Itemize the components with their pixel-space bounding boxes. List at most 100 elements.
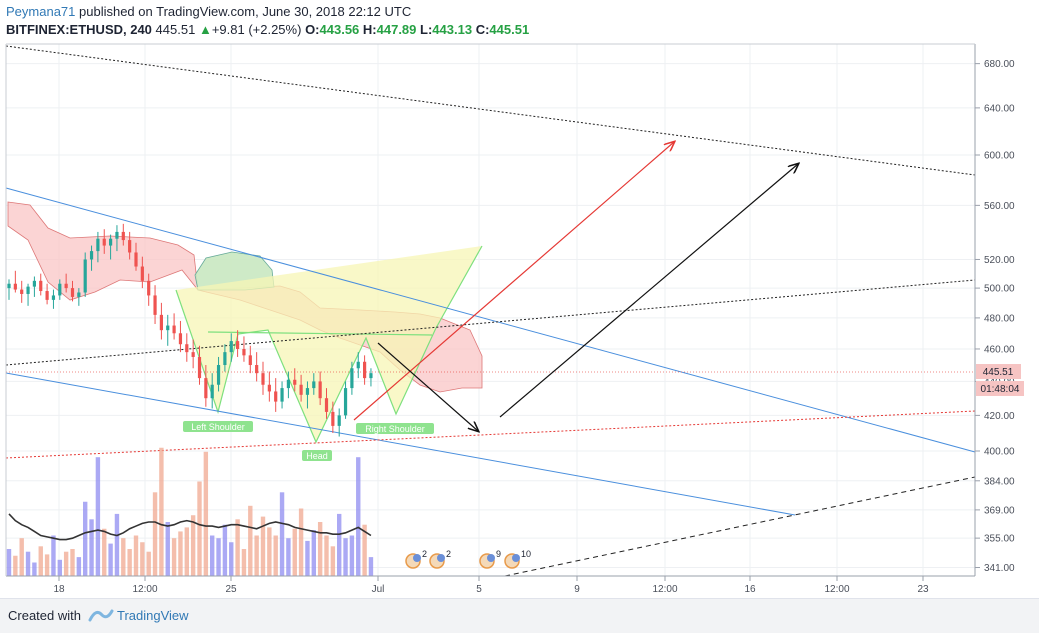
price-tick-label: 640.00 <box>984 103 1015 114</box>
price-tick-label: 520.00 <box>984 255 1015 266</box>
candle <box>293 368 297 392</box>
channel-lower-line <box>5 372 796 516</box>
volume-bar <box>76 557 82 576</box>
tradingview-link[interactable]: TradingView <box>117 608 189 623</box>
candle <box>147 273 151 306</box>
candle <box>191 339 195 369</box>
candle <box>51 289 56 309</box>
candles <box>7 223 373 437</box>
high-value: 447.89 <box>376 22 417 37</box>
event-marker[interactable]: 2 <box>429 549 451 569</box>
open-label: O: <box>305 22 320 37</box>
event-flag-dot <box>487 554 495 562</box>
time-tick-label: 12:00 <box>652 584 677 595</box>
candle <box>153 285 157 325</box>
volume-bar <box>178 531 183 576</box>
candle <box>286 371 290 399</box>
price-tick-label: 680.00 <box>984 59 1015 70</box>
candle-body <box>140 266 144 281</box>
candle-body <box>109 238 113 246</box>
countdown-tag: 01:48:04 <box>976 381 1024 396</box>
candle <box>32 276 36 297</box>
black-up-arrow <box>499 164 798 418</box>
candle <box>331 401 335 433</box>
candle <box>166 314 170 346</box>
candle-body <box>185 344 189 353</box>
candle <box>7 279 11 300</box>
volume-bar <box>235 519 240 576</box>
created-with-text: Created with <box>8 608 81 623</box>
channel-upper-line <box>5 187 976 453</box>
volume-bars <box>6 447 374 576</box>
author-link[interactable]: Peymana71 <box>6 4 76 19</box>
pattern-labels: Left Shoulder Head Right Shoulder <box>183 421 434 461</box>
time-axis[interactable]: 18 12:00 25 Jul 5 9 12:00 16 12:00 23 <box>53 576 929 595</box>
pattern-neckline <box>207 331 433 336</box>
candle <box>255 352 259 382</box>
candle <box>236 330 240 357</box>
candle <box>210 373 214 409</box>
event-marker-count: 10 <box>521 549 531 559</box>
candle <box>39 273 43 296</box>
volume-bar <box>311 530 316 576</box>
price-scale-bg[interactable] <box>975 44 1039 576</box>
candle <box>134 242 138 271</box>
event-marker[interactable]: 2 <box>405 549 427 569</box>
volume-bar <box>57 559 62 576</box>
candle-body <box>159 314 163 331</box>
candle-body <box>223 352 227 366</box>
volume-bar <box>298 508 304 576</box>
tradingview-logo-icon[interactable] <box>88 606 114 624</box>
volume-bar <box>356 457 361 576</box>
candle-body <box>115 231 119 239</box>
volume-bar <box>114 513 120 576</box>
candle-body <box>274 391 278 402</box>
volume-bar <box>317 522 323 576</box>
time-tick-label: 18 <box>53 584 65 595</box>
volume-bar <box>89 519 94 576</box>
candle <box>20 280 24 303</box>
symbol-line: BITFINEX:ETHUSD, 240 445.51 ▲+9.81 (+2.2… <box>6 22 529 37</box>
candle-body <box>20 289 24 294</box>
price-tick-label: 420.00 <box>984 411 1015 422</box>
event-marker[interactable]: 10 <box>504 549 531 569</box>
close-value: 445.51 <box>489 22 530 37</box>
candle-body <box>166 325 170 331</box>
event-marker[interactable]: 9 <box>479 549 501 569</box>
time-tick-label: 12:00 <box>132 584 157 595</box>
candle-body <box>64 283 68 289</box>
volume-bar <box>254 535 259 576</box>
time-tick-label: Jul <box>372 584 385 595</box>
projection-arrows <box>353 142 798 431</box>
high-label: H: <box>362 22 377 37</box>
price-tick-label: 384.00 <box>984 476 1015 487</box>
head-label: Head <box>306 451 328 461</box>
candle-body <box>343 388 348 416</box>
price-chart[interactable]: Left Shoulder Head Right Shoulder 2 2 9 10 … <box>0 0 1039 598</box>
candle-body <box>172 325 176 334</box>
volume-moving-average <box>8 513 372 541</box>
candle-body <box>153 295 157 315</box>
dotted-neck-line <box>5 279 976 366</box>
candle <box>89 245 94 271</box>
low-value: 443.13 <box>432 22 473 37</box>
chart-header: Peymana71 published on TradingView.com, … <box>0 0 1039 44</box>
right-shoulder-label: Right Shoulder <box>365 424 425 434</box>
volume-bar <box>362 524 367 576</box>
candle-body <box>356 361 360 369</box>
price-tick-label: 600.00 <box>984 151 1015 162</box>
volume-bar <box>6 549 12 576</box>
time-tick-label: 9 <box>574 584 580 595</box>
event-markers[interactable]: 2 2 9 10 <box>405 549 531 569</box>
candle <box>274 378 278 412</box>
candle-body <box>178 333 183 345</box>
event-flag-dot <box>413 554 421 562</box>
candle <box>242 336 246 362</box>
volume-bar <box>63 551 69 576</box>
candle-body <box>70 288 75 297</box>
candle-body <box>299 384 303 395</box>
price-tick-label: 480.00 <box>984 313 1015 324</box>
event-flag-dot <box>437 554 445 562</box>
volume-bar <box>121 538 126 576</box>
candle <box>83 252 87 297</box>
